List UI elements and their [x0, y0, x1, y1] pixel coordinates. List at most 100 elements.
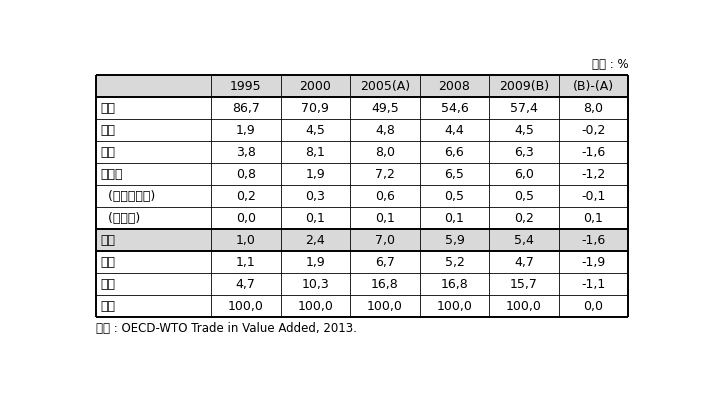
Text: 2009(B): 2009(B): [499, 80, 549, 93]
Text: 0,3: 0,3: [305, 190, 325, 203]
Bar: [350, 185, 420, 207]
Text: 0,0: 0,0: [236, 212, 256, 225]
Text: 2005(A): 2005(A): [360, 80, 410, 93]
Bar: [559, 119, 628, 141]
Bar: [280, 273, 350, 295]
Text: 아세안: 아세안: [101, 168, 123, 181]
Bar: [559, 207, 628, 229]
Text: -1,6: -1,6: [581, 234, 606, 247]
Text: 일본: 일본: [101, 146, 115, 159]
Text: 0,1: 0,1: [375, 212, 395, 225]
Bar: [211, 98, 280, 119]
Text: 6,3: 6,3: [514, 146, 534, 159]
Text: 0,0: 0,0: [583, 300, 604, 313]
Text: (B)-(A): (B)-(A): [573, 80, 614, 93]
Bar: [420, 98, 489, 119]
Text: 57,4: 57,4: [510, 102, 538, 115]
Bar: [280, 163, 350, 185]
Bar: [559, 295, 628, 318]
Text: 대만: 대만: [101, 256, 115, 269]
Bar: [96, 163, 211, 185]
Text: 2,4: 2,4: [306, 234, 325, 247]
Bar: [559, 185, 628, 207]
Bar: [489, 163, 559, 185]
Text: 15,7: 15,7: [510, 278, 538, 291]
Text: 8,0: 8,0: [375, 146, 395, 159]
Text: 16,8: 16,8: [371, 278, 399, 291]
Text: 4,7: 4,7: [514, 256, 534, 269]
Text: -1,2: -1,2: [581, 168, 606, 181]
Text: 0,5: 0,5: [444, 190, 465, 203]
Text: 4,4: 4,4: [444, 124, 464, 137]
Text: 100,0: 100,0: [437, 300, 472, 313]
Bar: [96, 295, 211, 318]
Text: 2000: 2000: [299, 80, 331, 93]
Text: 10,3: 10,3: [302, 278, 329, 291]
Bar: [420, 207, 489, 229]
Bar: [96, 229, 211, 252]
Bar: [96, 98, 211, 119]
Text: 5,2: 5,2: [444, 256, 465, 269]
Text: 1995: 1995: [230, 80, 262, 93]
Text: 7,2: 7,2: [375, 168, 395, 181]
Text: 1,9: 1,9: [236, 124, 256, 137]
Text: -1,6: -1,6: [581, 146, 606, 159]
Bar: [420, 252, 489, 273]
Bar: [559, 141, 628, 163]
Bar: [211, 207, 280, 229]
Text: 8,0: 8,0: [583, 102, 604, 115]
Bar: [489, 185, 559, 207]
Text: 단위 : %: 단위 : %: [592, 58, 628, 71]
Bar: [420, 295, 489, 318]
Bar: [280, 185, 350, 207]
Bar: [211, 119, 280, 141]
Bar: [280, 98, 350, 119]
Bar: [211, 163, 280, 185]
Bar: [211, 75, 280, 98]
Bar: [350, 295, 420, 318]
Bar: [280, 295, 350, 318]
Bar: [420, 273, 489, 295]
Text: 한국: 한국: [101, 234, 115, 247]
Bar: [280, 207, 350, 229]
Bar: [280, 252, 350, 273]
Text: (인도네시아): (인도네시아): [101, 190, 155, 203]
Bar: [489, 141, 559, 163]
Bar: [420, 185, 489, 207]
Bar: [211, 252, 280, 273]
Bar: [350, 207, 420, 229]
Text: 49,5: 49,5: [371, 102, 399, 115]
Bar: [420, 119, 489, 141]
Bar: [559, 163, 628, 185]
Text: 0,6: 0,6: [375, 190, 395, 203]
Bar: [211, 229, 280, 252]
Bar: [350, 75, 420, 98]
Bar: [280, 141, 350, 163]
Bar: [489, 75, 559, 98]
Text: 8,1: 8,1: [305, 146, 325, 159]
Bar: [559, 75, 628, 98]
Bar: [350, 119, 420, 141]
Bar: [350, 229, 420, 252]
Bar: [559, 252, 628, 273]
Text: 0,1: 0,1: [305, 212, 325, 225]
Bar: [489, 273, 559, 295]
Text: 합계: 합계: [101, 300, 115, 313]
Bar: [96, 252, 211, 273]
Text: 4,7: 4,7: [236, 278, 256, 291]
Bar: [96, 119, 211, 141]
Text: 4,5: 4,5: [514, 124, 534, 137]
Bar: [96, 207, 211, 229]
Text: 100,0: 100,0: [297, 300, 333, 313]
Text: 6,5: 6,5: [444, 168, 465, 181]
Text: 중국: 중국: [101, 102, 115, 115]
Text: -0,1: -0,1: [581, 190, 606, 203]
Text: 0,2: 0,2: [514, 212, 534, 225]
Text: 0,2: 0,2: [236, 190, 256, 203]
Text: 미국: 미국: [101, 124, 115, 137]
Bar: [420, 229, 489, 252]
Text: 4,5: 4,5: [305, 124, 325, 137]
Text: 6,6: 6,6: [444, 146, 464, 159]
Text: 0,1: 0,1: [444, 212, 465, 225]
Bar: [96, 141, 211, 163]
